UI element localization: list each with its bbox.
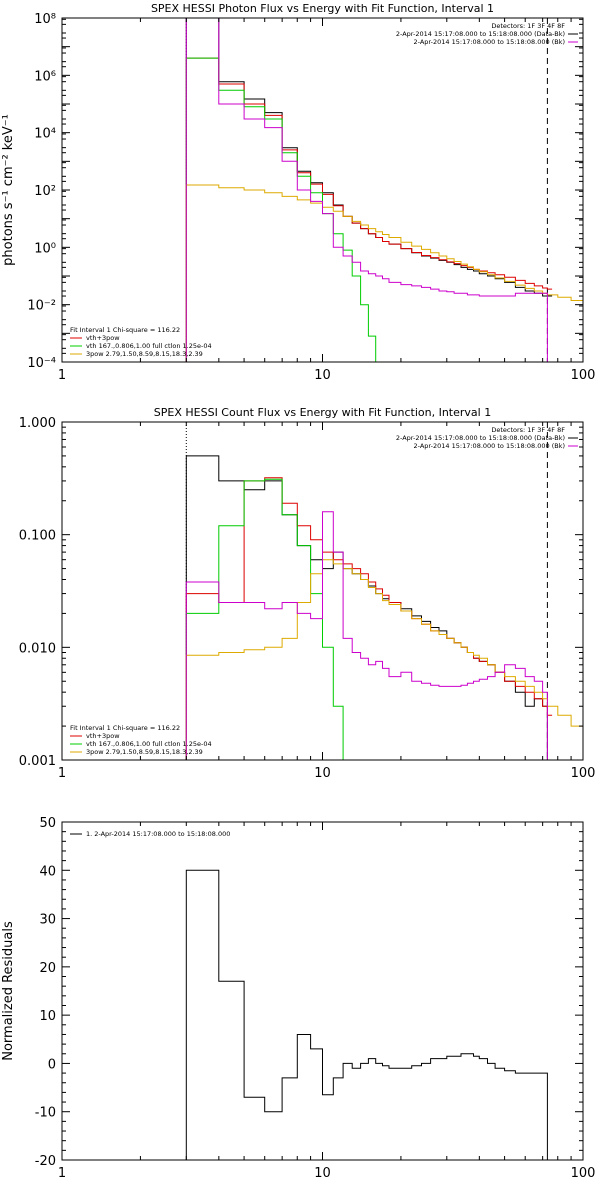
y-tick-label: 50 (39, 816, 56, 831)
legend-entry: 2-Apr-2014 15:17:08.000 to 15:18:08.000 … (396, 30, 565, 38)
chart-panel-1: SPEX HESSI Photon Flux vs Energy with Fi… (1, 2, 595, 383)
chart-panel-3: 1 10 100 -20 -10 0 10 20 30 40 50 Normalized Residu… (1, 816, 595, 1181)
y-tick-label: 20 (39, 961, 56, 976)
series-line-5 (185, 18, 553, 362)
y-tick-label: -20 (35, 1154, 56, 1169)
y-tick-label: 0.100 (19, 529, 56, 544)
series-line-5 (185, 511, 553, 760)
legend-entry: 1. 2-Apr-2014 15:17:08.000 to 15:18:08.0… (86, 830, 230, 838)
legend-entry: Detectors: 1F 3F 4F 8F (491, 426, 565, 434)
legend-entry: Detectors: 1F 3F 4F 8F (491, 22, 565, 30)
series-line-2 (185, 57, 553, 362)
series-line-2 (185, 477, 553, 760)
series-line-3 (185, 478, 362, 760)
y-tick-label: 10 (39, 1009, 56, 1024)
series-line-1 (185, 18, 553, 362)
x-tick-label: 100 (571, 1166, 596, 1181)
series-line-4 (185, 559, 583, 760)
x-tick-label: 1 (58, 766, 66, 781)
series-line-3 (185, 57, 383, 362)
x-tick-label: 10 (314, 368, 331, 383)
legend-entry: 2-Apr-2014 15:17:08.000 to 15:18:08.000 … (396, 434, 565, 442)
legend-entry: 3pow 2.79,1.50,8.59,8.15,18.3,2.39 (86, 748, 203, 756)
legend-entry: 3pow 2.79,1.50,8.59,8.15,18.3,2.39 (86, 350, 203, 358)
series-line-1 (185, 455, 553, 760)
chart-title: SPEX HESSI Count Flux vs Energy with Fit… (154, 406, 491, 419)
legend-entry: 2-Apr-2014 15:17:08.000 to 15:18:08.000 … (414, 442, 565, 450)
y-tick-label: 0.001 (19, 754, 56, 769)
y-tick-label: 10⁰ (34, 241, 56, 256)
y-tick-label: 1.000 (19, 416, 56, 431)
y-tick-label: 10⁶ (34, 69, 56, 84)
y-tick-label: 10⁻² (27, 299, 56, 314)
legend-entry: vth 167.,0.806,1.00 full ctlon 1.25e-04 (86, 740, 212, 748)
y-tick-label: 10⁸ (34, 12, 56, 27)
series-line-1 (185, 869, 553, 1160)
legend-entry: Fit Interval 1 Chi-square = 116.22 (70, 326, 180, 334)
y-tick-label: 40 (39, 864, 56, 879)
legend-entry: vth+3pow (86, 334, 120, 342)
y-tick-label: -10 (35, 1106, 56, 1121)
legend-entry: vth 167.,0.806,1.00 full ctlon 1.25e-04 (86, 342, 212, 350)
x-tick-label: 100 (571, 368, 596, 383)
y-tick-label: 30 (39, 913, 56, 928)
y-tick-label: 0 (48, 1057, 56, 1072)
x-tick-label: 10 (314, 766, 331, 781)
legend-entry: vth+3pow (86, 732, 120, 740)
y-tick-label: 0.010 (19, 641, 56, 656)
x-tick-label: 1 (58, 368, 66, 383)
x-tick-label: 10 (314, 1166, 331, 1181)
x-tick-label: 1 (58, 1166, 66, 1181)
y-tick-label: 10² (34, 184, 56, 199)
chart-title: SPEX HESSI Photon Flux vs Energy with Fi… (151, 2, 494, 15)
y-axis-label: photons s⁻¹ cm⁻² keV⁻¹ (1, 114, 16, 266)
legend-entry: Fit Interval 1 Chi-square = 116.22 (70, 724, 180, 732)
chart-panel-2: SPEX HESSI Count Flux vs Energy with Fit… (19, 406, 596, 781)
plot-frame (61, 821, 584, 1161)
x-tick-label: 100 (571, 766, 596, 781)
y-tick-label: 10⁴ (34, 127, 56, 142)
y-axis-label: Normalized Residuals (1, 921, 16, 1061)
y-tick-label: 10⁻⁴ (27, 356, 56, 371)
series-line-4 (185, 184, 583, 362)
legend-entry: 2-Apr-2014 15:17:08.000 to 15:18:08.000 … (414, 38, 565, 46)
